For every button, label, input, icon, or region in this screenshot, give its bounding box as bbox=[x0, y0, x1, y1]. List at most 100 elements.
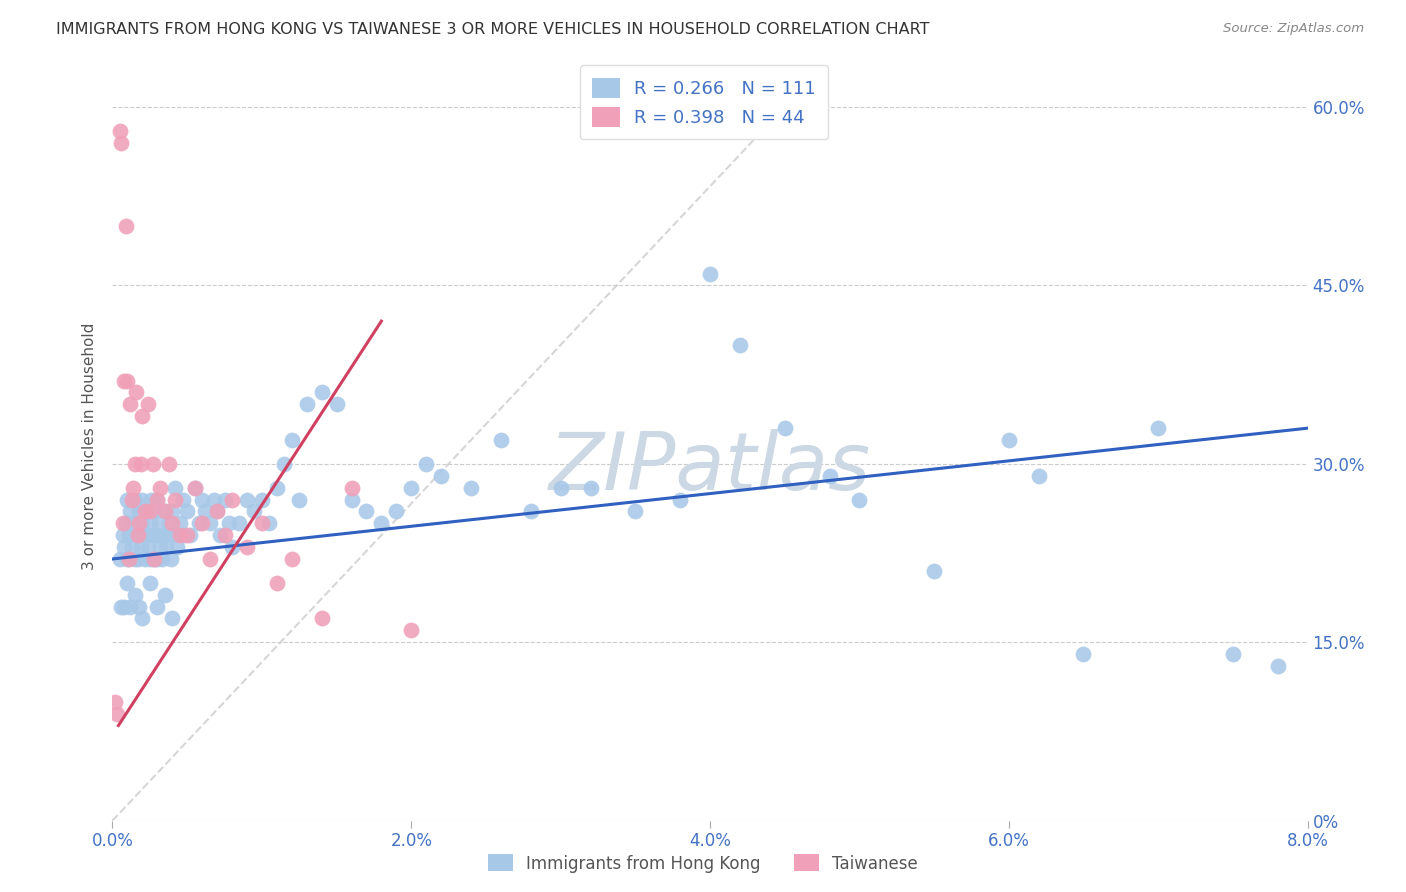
Point bbox=[228, 516, 250, 531]
Point bbox=[266, 481, 288, 495]
Point bbox=[117, 575, 139, 590]
Point bbox=[141, 492, 163, 507]
Point bbox=[117, 552, 139, 566]
Point bbox=[128, 528, 150, 542]
Point bbox=[134, 504, 156, 518]
Point bbox=[143, 552, 166, 566]
Point bbox=[104, 695, 127, 709]
Point bbox=[250, 516, 273, 531]
Point bbox=[155, 540, 177, 554]
Point bbox=[169, 528, 191, 542]
Point bbox=[998, 433, 1021, 447]
Point bbox=[139, 552, 162, 566]
Point bbox=[128, 504, 150, 518]
Point bbox=[818, 468, 841, 483]
Point bbox=[131, 409, 153, 424]
Point bbox=[176, 528, 198, 542]
Point bbox=[138, 397, 160, 411]
Point bbox=[250, 492, 273, 507]
Point bbox=[236, 540, 259, 554]
Point bbox=[205, 504, 228, 518]
Point bbox=[117, 374, 139, 388]
Point bbox=[142, 457, 165, 471]
Point bbox=[153, 588, 176, 602]
Point bbox=[243, 504, 266, 518]
Point bbox=[124, 492, 146, 507]
Point bbox=[146, 492, 169, 507]
Point bbox=[728, 338, 751, 352]
Point bbox=[121, 540, 143, 554]
Point bbox=[415, 457, 437, 471]
Point bbox=[162, 504, 183, 518]
Point bbox=[165, 481, 187, 495]
Legend: Immigrants from Hong Kong, Taiwanese: Immigrants from Hong Kong, Taiwanese bbox=[481, 847, 925, 880]
Text: Source: ZipAtlas.com: Source: ZipAtlas.com bbox=[1223, 22, 1364, 36]
Point bbox=[236, 492, 259, 507]
Point bbox=[114, 599, 135, 614]
Point bbox=[114, 540, 135, 554]
Point bbox=[131, 492, 153, 507]
Point bbox=[111, 528, 134, 542]
Point bbox=[156, 528, 179, 542]
Point bbox=[209, 528, 232, 542]
Point bbox=[401, 624, 423, 638]
Point bbox=[165, 492, 187, 507]
Point bbox=[139, 575, 162, 590]
Point bbox=[163, 528, 186, 542]
Point bbox=[922, 564, 945, 578]
Point bbox=[221, 540, 243, 554]
Point bbox=[311, 385, 333, 400]
Text: IMMIGRANTS FROM HONG KONG VS TAIWANESE 3 OR MORE VEHICLES IN HOUSEHOLD CORRELATI: IMMIGRANTS FROM HONG KONG VS TAIWANESE 3… bbox=[56, 22, 929, 37]
Point bbox=[579, 481, 602, 495]
Point bbox=[153, 504, 176, 518]
Point bbox=[124, 552, 146, 566]
Point bbox=[281, 552, 304, 566]
Point bbox=[120, 504, 142, 518]
Point bbox=[127, 528, 149, 542]
Point bbox=[176, 504, 198, 518]
Point bbox=[142, 528, 165, 542]
Point bbox=[157, 457, 180, 471]
Point bbox=[108, 552, 131, 566]
Point bbox=[550, 481, 572, 495]
Point bbox=[191, 516, 214, 531]
Point bbox=[266, 575, 288, 590]
Point bbox=[460, 481, 482, 495]
Point bbox=[311, 611, 333, 625]
Point bbox=[149, 481, 172, 495]
Point bbox=[191, 492, 214, 507]
Point bbox=[128, 516, 150, 531]
Point bbox=[288, 492, 311, 507]
Y-axis label: 3 or more Vehicles in Household: 3 or more Vehicles in Household bbox=[82, 322, 97, 570]
Point bbox=[125, 385, 148, 400]
Point bbox=[325, 397, 347, 411]
Point bbox=[124, 457, 146, 471]
Point bbox=[699, 267, 721, 281]
Point bbox=[157, 516, 180, 531]
Point bbox=[105, 706, 128, 721]
Point bbox=[111, 516, 134, 531]
Point bbox=[124, 588, 146, 602]
Point bbox=[166, 540, 188, 554]
Point bbox=[139, 516, 162, 531]
Point bbox=[669, 492, 692, 507]
Point bbox=[139, 504, 162, 518]
Point bbox=[1147, 421, 1170, 435]
Legend: R = 0.266   N = 111, R = 0.398   N = 44: R = 0.266 N = 111, R = 0.398 N = 44 bbox=[579, 65, 828, 139]
Point bbox=[273, 457, 295, 471]
Point bbox=[162, 611, 183, 625]
Point bbox=[205, 504, 228, 518]
Point bbox=[146, 552, 169, 566]
Point bbox=[108, 124, 131, 138]
Point bbox=[120, 599, 142, 614]
Point bbox=[773, 421, 796, 435]
Point bbox=[202, 492, 225, 507]
Point bbox=[848, 492, 870, 507]
Point bbox=[129, 457, 152, 471]
Point bbox=[135, 528, 157, 542]
Point bbox=[125, 528, 148, 542]
Point bbox=[1028, 468, 1050, 483]
Point bbox=[198, 552, 221, 566]
Point bbox=[1222, 647, 1244, 661]
Point bbox=[149, 540, 172, 554]
